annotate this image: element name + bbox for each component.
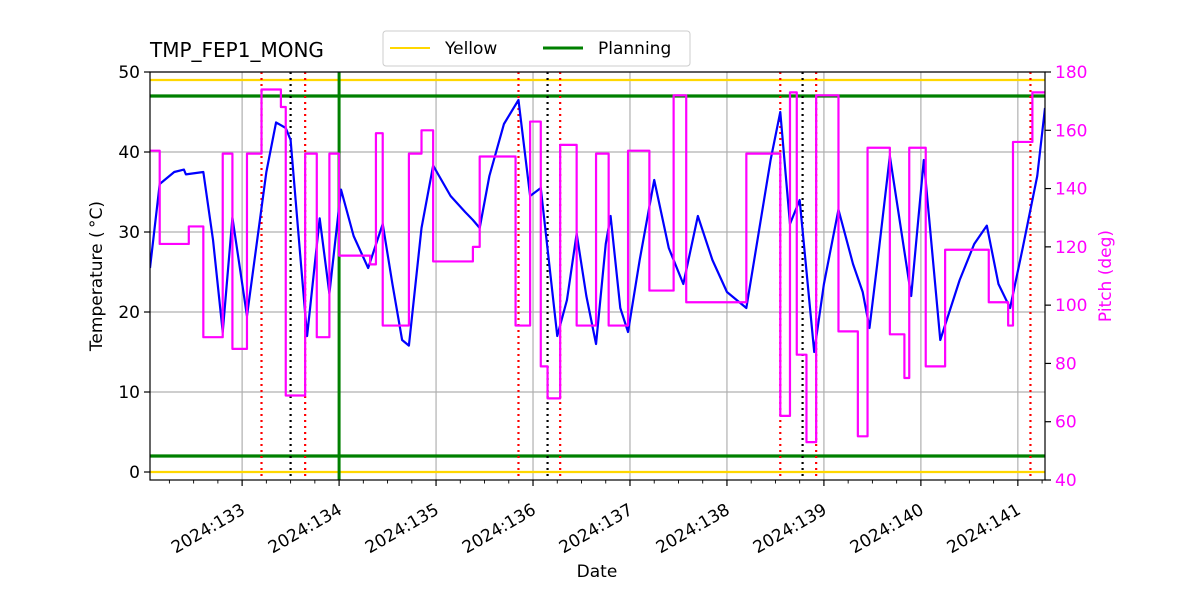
y-tick-label: 30 [118, 223, 140, 243]
x-ticks-layer: 2024:133 2024:134 2024:135 2024:136 2024:137… [168, 480, 1043, 558]
x-tick-label: 2024:136 [459, 500, 540, 558]
x-tick-label: 2024:140 [847, 500, 928, 558]
y-axis-label: Temperature ( °C) [87, 201, 107, 352]
pitch-series-line [150, 88, 1045, 444]
chart-title: TMP_FEP1_MONG [149, 38, 324, 62]
x-tick-label: 2024:133 [168, 500, 249, 558]
y2-tick-label: 40 [1055, 471, 1077, 491]
x-tick-label: 2024:135 [362, 500, 443, 558]
x-tick-label: 2024:137 [556, 500, 637, 558]
plot-background [150, 72, 1045, 480]
plot-frame [149, 71, 1046, 481]
legend-label-planning: Planning [598, 39, 671, 59]
x-tick-label: 2024:138 [653, 500, 734, 558]
x-tick-label: 2024:141 [944, 500, 1025, 558]
y-tick-label: 50 [118, 63, 140, 83]
legend-label-yellow: Yellow [444, 39, 497, 59]
y-tick-label: 40 [118, 143, 140, 163]
series-layer [150, 88, 1045, 444]
y-tick-label: 10 [118, 383, 140, 403]
y2-tick-label: 80 [1055, 354, 1077, 374]
legend: Yellow Planning [382, 30, 691, 67]
y2-tick-label: 140 [1055, 180, 1087, 200]
y2-tick-label: 160 [1055, 121, 1087, 141]
y-ticks-layer: 0 10 20 30 40 50 [118, 63, 150, 483]
y2-axis-label: Pitch (deg) [1096, 230, 1116, 322]
x-tick-label: 2024:134 [265, 500, 346, 558]
y2-ticks-layer: 40 60 80 100 120 140 160 180 [1045, 63, 1087, 491]
y2-tick-label: 120 [1055, 238, 1087, 258]
y2-tick-label: 60 [1055, 413, 1077, 433]
y-tick-label: 20 [118, 303, 140, 323]
y2-tick-label: 180 [1055, 63, 1087, 83]
x-tick-label: 2024:139 [750, 500, 831, 558]
y2-tick-label: 100 [1055, 296, 1087, 316]
temperature-series-line [150, 98, 1045, 354]
limit-lines-layer [150, 78, 1045, 474]
x-axis-label: Date [577, 562, 618, 582]
y-tick-label: 0 [129, 463, 140, 483]
legend-box [382, 30, 691, 67]
